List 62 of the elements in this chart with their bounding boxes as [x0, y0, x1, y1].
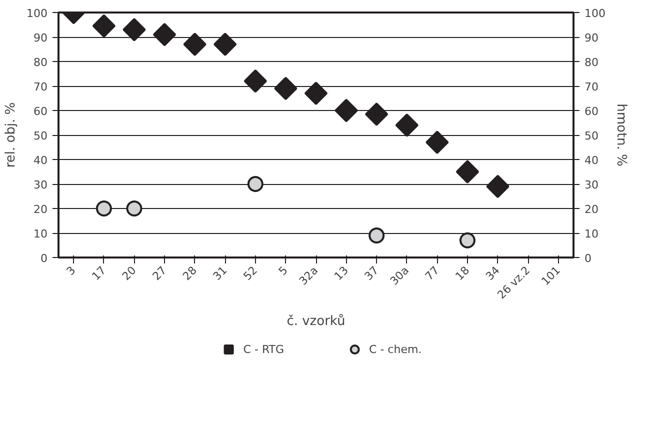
legend-label: C - chem. [369, 342, 422, 356]
x-tick-label: 28 [180, 264, 200, 283]
y-tick-label: 20 [34, 203, 48, 216]
y-tick-label: 70 [34, 80, 48, 94]
point [334, 98, 358, 122]
point [92, 14, 116, 38]
x-tick-label: 20 [120, 264, 139, 283]
point [486, 174, 510, 198]
legend-label: C - RTG [243, 342, 284, 356]
point [274, 76, 298, 100]
y-tick-label: 60 [34, 105, 48, 118]
point [456, 160, 480, 184]
point [247, 176, 264, 192]
x-tick-label: 17 [89, 264, 109, 283]
point [183, 32, 206, 56]
point [214, 32, 237, 56]
x-tick-label: 34 [483, 264, 502, 283]
y2-tick-label: 60 [584, 105, 598, 118]
point [426, 130, 449, 154]
y2-tick-label: 40 [584, 154, 598, 167]
y-tick-label: 0 [40, 252, 48, 265]
point [395, 114, 418, 137]
y2-tick-label: 20 [584, 203, 598, 216]
x-tick-label: 13 [332, 264, 351, 283]
x-tick-label: 18 [452, 264, 472, 283]
x-tick-label: 37 [362, 264, 382, 283]
point [152, 22, 176, 46]
x-tick-label: 101 [538, 264, 563, 288]
y2-tick-label: 50 [584, 130, 598, 142]
y-tick-label: 50 [34, 130, 48, 142]
point [126, 200, 142, 216]
point [459, 232, 476, 248]
point [244, 69, 268, 93]
y-tick-label: 80 [34, 56, 48, 69]
y2-tick-label: 80 [584, 56, 598, 69]
y-axis-title: rel. obj. % [4, 102, 19, 168]
y-tick-label: 10 [34, 228, 48, 240]
x-tick-label: 5 [276, 264, 290, 278]
x-tick-label: 30a [388, 264, 412, 288]
y2-tick-label: 0 [584, 252, 592, 265]
point [364, 102, 388, 126]
point [122, 18, 146, 42]
x-tick-label: 32a [296, 264, 321, 288]
x-tick-label: 3 [64, 264, 78, 278]
y-tick-label: 90 [34, 32, 48, 44]
y-tick-label: 40 [34, 154, 48, 167]
x-tick-label: 77 [422, 264, 442, 283]
y2-axis-title: hmotn. % [613, 104, 628, 166]
x-tick-label: 31 [210, 264, 230, 283]
x-tick-label: 52 [240, 264, 260, 283]
point [96, 200, 112, 216]
point [304, 82, 328, 105]
point [368, 227, 385, 244]
x-axis-title: č. vzorků [286, 313, 346, 330]
y2-tick-label: 70 [584, 80, 598, 94]
y2-tick-label: 30 [584, 178, 598, 192]
y-tick-label: 30 [34, 178, 48, 192]
y2-tick-label: 90 [584, 32, 598, 44]
y-tick-label: 100 [26, 7, 48, 20]
y2-tick-label: 100 [584, 7, 606, 20]
y2-tick-label: 10 [584, 228, 598, 240]
x-tick-label: 27 [150, 264, 170, 283]
